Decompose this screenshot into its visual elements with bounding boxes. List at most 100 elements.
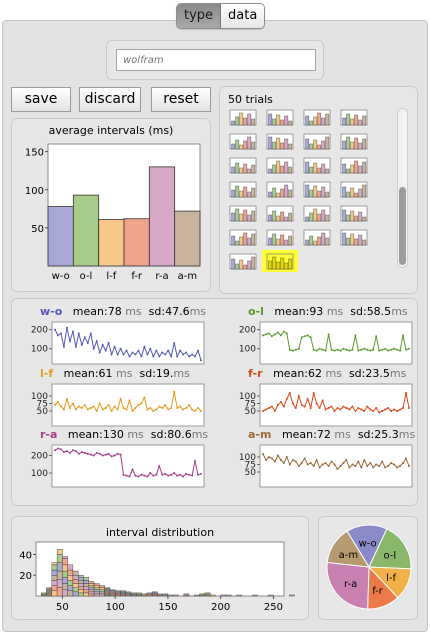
x-tick-label: 50 <box>56 602 69 612</box>
stat-header-o-l: o-l mean:93 ms sd:58.5ms <box>248 305 408 318</box>
trial-thumbnail[interactable] <box>303 133 331 150</box>
trace-point <box>152 410 155 412</box>
hist-bar-segment <box>56 554 63 563</box>
trial-thumbnail[interactable] <box>266 157 294 174</box>
trace-point <box>95 340 98 343</box>
thumb-bar <box>276 114 281 126</box>
hist-bar-segment <box>88 593 95 597</box>
thumb-bar <box>362 161 367 174</box>
trace-point <box>137 349 140 352</box>
trace-point <box>381 410 384 412</box>
trial-thumbnail-selected[interactable] <box>262 250 298 272</box>
sd-value: 23.5 <box>365 367 390 380</box>
trial-thumbnail[interactable] <box>340 229 368 246</box>
trace-point <box>315 402 318 405</box>
trace-point <box>300 336 303 339</box>
thumb-bar <box>317 236 322 246</box>
trace-point <box>74 408 77 411</box>
trial-thumbnail[interactable] <box>340 181 368 198</box>
hist-bar-segment <box>151 591 158 594</box>
trace-point <box>62 451 65 453</box>
pie-label: l-f <box>386 573 396 584</box>
x-tick-label: l-f <box>106 271 116 282</box>
save-button[interactable]: save <box>11 87 71 112</box>
thumb-bar <box>268 136 273 150</box>
bar-w-o <box>47 206 74 267</box>
scrollbar-thumb[interactable] <box>399 187 406 265</box>
hist-bar-segment <box>93 591 100 595</box>
trial-thumbnail[interactable] <box>303 229 331 246</box>
trace-point <box>276 454 279 457</box>
trial-thumbnail[interactable] <box>266 205 294 222</box>
trial-thumbnail[interactable] <box>340 205 368 222</box>
thumb-bar <box>235 240 240 246</box>
interval-code: r-a <box>40 428 58 441</box>
trial-thumbnail[interactable] <box>229 133 257 150</box>
hist-bar-segment <box>83 586 89 590</box>
trace-point <box>408 407 410 409</box>
sd-unit: ms <box>189 305 207 318</box>
hist-bar-segment <box>51 562 58 566</box>
trial-thumbnail[interactable] <box>266 181 294 198</box>
stat-header-r-a: r-a mean:130 ms sd:80.6ms <box>40 428 208 441</box>
y-tick-label: 150 <box>25 148 44 159</box>
trace-point <box>378 465 381 467</box>
trace-point <box>95 410 98 412</box>
thumb-bar <box>239 167 244 174</box>
avg-chart-title: average intervals (ms) <box>48 124 174 137</box>
discard-button[interactable]: discard <box>79 87 141 112</box>
thumb-bar <box>354 160 359 174</box>
trace-point <box>369 462 372 464</box>
bar-l-f <box>98 219 125 267</box>
interval-code: l-f <box>40 367 54 380</box>
trial-thumbnail[interactable] <box>340 157 368 174</box>
trial-thumbnail[interactable] <box>340 133 368 150</box>
trial-thumbnail[interactable] <box>303 109 331 126</box>
mean-label: mean: <box>281 428 317 441</box>
trial-thumbnail[interactable] <box>303 205 331 222</box>
thumb-bar <box>276 215 281 222</box>
trial-thumbnail[interactable] <box>229 253 257 270</box>
trace-point <box>405 348 407 351</box>
sd-label: sd: <box>139 367 156 380</box>
trial-thumbnail[interactable] <box>303 181 331 198</box>
trace-point <box>143 396 146 399</box>
trial-thumbnail[interactable] <box>266 229 294 246</box>
name-input[interactable] <box>116 49 316 71</box>
trial-thumbnail[interactable] <box>340 109 368 126</box>
trace-point <box>170 473 173 476</box>
trace-point <box>360 348 363 351</box>
trace-point <box>95 451 98 454</box>
trace-point <box>265 333 267 336</box>
trial-thumbnail[interactable] <box>229 181 257 198</box>
thumb-bar <box>358 119 363 126</box>
trial-thumbnail[interactable] <box>229 229 257 246</box>
thumb-bar <box>243 117 248 126</box>
trace-point <box>77 452 80 455</box>
trace-point <box>282 462 285 464</box>
thumb-bar <box>239 190 244 198</box>
thumb-bar <box>288 143 293 150</box>
trial-thumbnail[interactable] <box>303 157 331 174</box>
thumb-bar <box>350 187 355 198</box>
thumb-bar <box>231 212 236 222</box>
trace-point <box>268 407 270 409</box>
tab-data[interactable]: data <box>221 4 265 28</box>
thumb-bar <box>358 188 363 198</box>
thumb-bar <box>354 137 359 150</box>
trial-thumbnail[interactable] <box>229 205 257 222</box>
hist-bar-segment <box>62 589 68 597</box>
thumb-bar <box>354 238 359 246</box>
trial-thumbnail[interactable] <box>229 109 257 126</box>
trial-thumbnail[interactable] <box>266 133 294 150</box>
tab-type[interactable]: type <box>177 4 222 28</box>
trial-thumbnail[interactable] <box>229 157 257 174</box>
trace-point <box>74 450 77 453</box>
trace-point <box>143 345 146 348</box>
thumb-bar <box>247 214 252 222</box>
hist-bar-segment <box>56 562 63 572</box>
reset-button[interactable]: reset <box>151 87 211 112</box>
trial-thumbnail[interactable] <box>266 109 294 126</box>
thumb-bar <box>325 168 330 174</box>
trials-scrollbar[interactable] <box>397 108 408 268</box>
